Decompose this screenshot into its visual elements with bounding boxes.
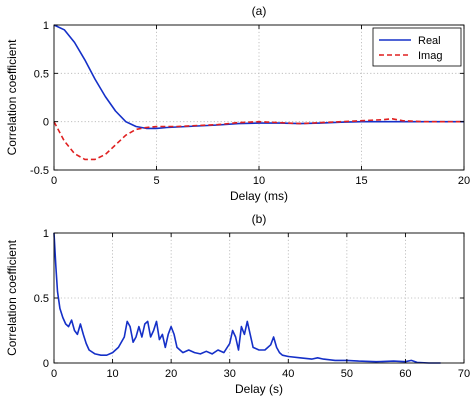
legend-box [372,27,462,67]
y-tick-label: 0.5 [34,68,49,80]
x-tick-label: 50 [341,368,353,380]
y-tick-label: 1 [43,20,49,32]
x-tick-label: 60 [399,368,411,380]
x-tick-label: 10 [253,175,265,187]
x-axis-label: Delay (ms) [230,189,288,203]
y-tick-label: 0 [43,117,49,129]
x-tick-label: 30 [224,368,236,380]
legend: Real Imag [372,27,462,67]
y-tick-label: 1 [43,228,49,240]
x-tick-label: 10 [106,368,118,380]
legend-label: Real [418,35,441,47]
chart-panel-a: 0 5 10 15 20-0.500.51(a)Delay (ms)Correlatio… [5,4,470,203]
chart-title: (a) [252,4,267,18]
x-tick-label: 40 [282,368,294,380]
x-tick-label: 20 [165,368,177,380]
x-tick-label: 5 [153,175,159,187]
x-axis-label: Delay (s) [235,382,283,396]
x-tick-label: 15 [355,175,367,187]
x-tick-label: 0 [51,175,57,187]
x-tick-label: 0 [51,368,57,380]
legend-label: Imag [418,50,442,62]
y-tick-label: -0.5 [30,165,49,177]
series-line-real [53,24,464,130]
chart-title: (b) [252,212,267,226]
y-axis-label: Correlation coefficient [5,239,19,356]
y-axis-label: Correlation coefficient [5,39,19,156]
x-tick-label: 20 [458,175,470,187]
y-tick-label: 0.5 [34,293,49,305]
series-line-imag [53,118,464,161]
x-tick-label: 70 [458,368,470,380]
chart-panel-b: 0 10 20 30 40 50 60 70 0 0.5 1 (b) Delay (s) Correlat… [5,212,470,396]
y-tick-label: 0 [43,358,49,370]
series-line-correlation [53,232,441,364]
